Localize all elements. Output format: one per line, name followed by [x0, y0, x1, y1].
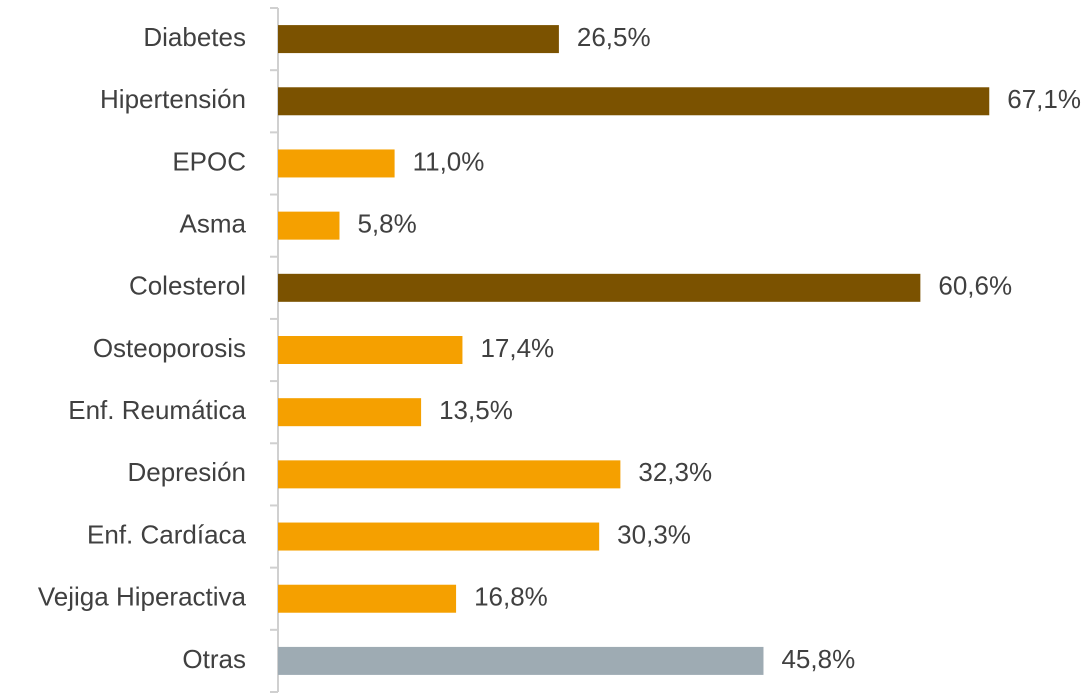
bar	[278, 211, 340, 240]
y-tick-label: Enf. Cardíaca	[87, 519, 247, 549]
y-tick-label: Otras	[182, 644, 246, 674]
value-label: 13,5%	[439, 395, 513, 425]
y-tick-label: Osteoporosis	[93, 333, 246, 363]
bar	[278, 460, 621, 489]
value-label: 30,3%	[617, 519, 691, 549]
y-tick-label: Vejiga Hiperactiva	[38, 582, 247, 612]
bar	[278, 87, 990, 116]
bar	[278, 25, 559, 54]
y-tick-label: Depresión	[127, 457, 246, 487]
bar	[278, 273, 921, 302]
y-tick-label: EPOC	[172, 146, 246, 176]
value-label: 45,8%	[781, 644, 855, 674]
y-tick-label: Enf. Reumática	[68, 395, 246, 425]
value-label: 5,8%	[357, 209, 416, 239]
bar	[278, 336, 463, 364]
bar	[278, 584, 457, 613]
value-label: 32,3%	[638, 457, 712, 487]
y-tick-label: Asma	[180, 209, 247, 239]
y-tick-label: Colesterol	[129, 271, 246, 301]
bar	[278, 646, 764, 675]
value-label: 60,6%	[938, 271, 1012, 301]
y-tick-label: Diabetes	[143, 22, 246, 52]
value-label: 26,5%	[577, 22, 651, 52]
value-label: 11,0%	[413, 146, 485, 176]
bar	[278, 149, 395, 178]
bar	[278, 398, 422, 427]
value-label: 16,8%	[474, 582, 548, 612]
bar	[278, 522, 600, 551]
value-label: 67,1%	[1007, 84, 1081, 114]
y-tick-label: Hipertensión	[100, 84, 246, 114]
value-label: 17,4%	[480, 333, 554, 363]
